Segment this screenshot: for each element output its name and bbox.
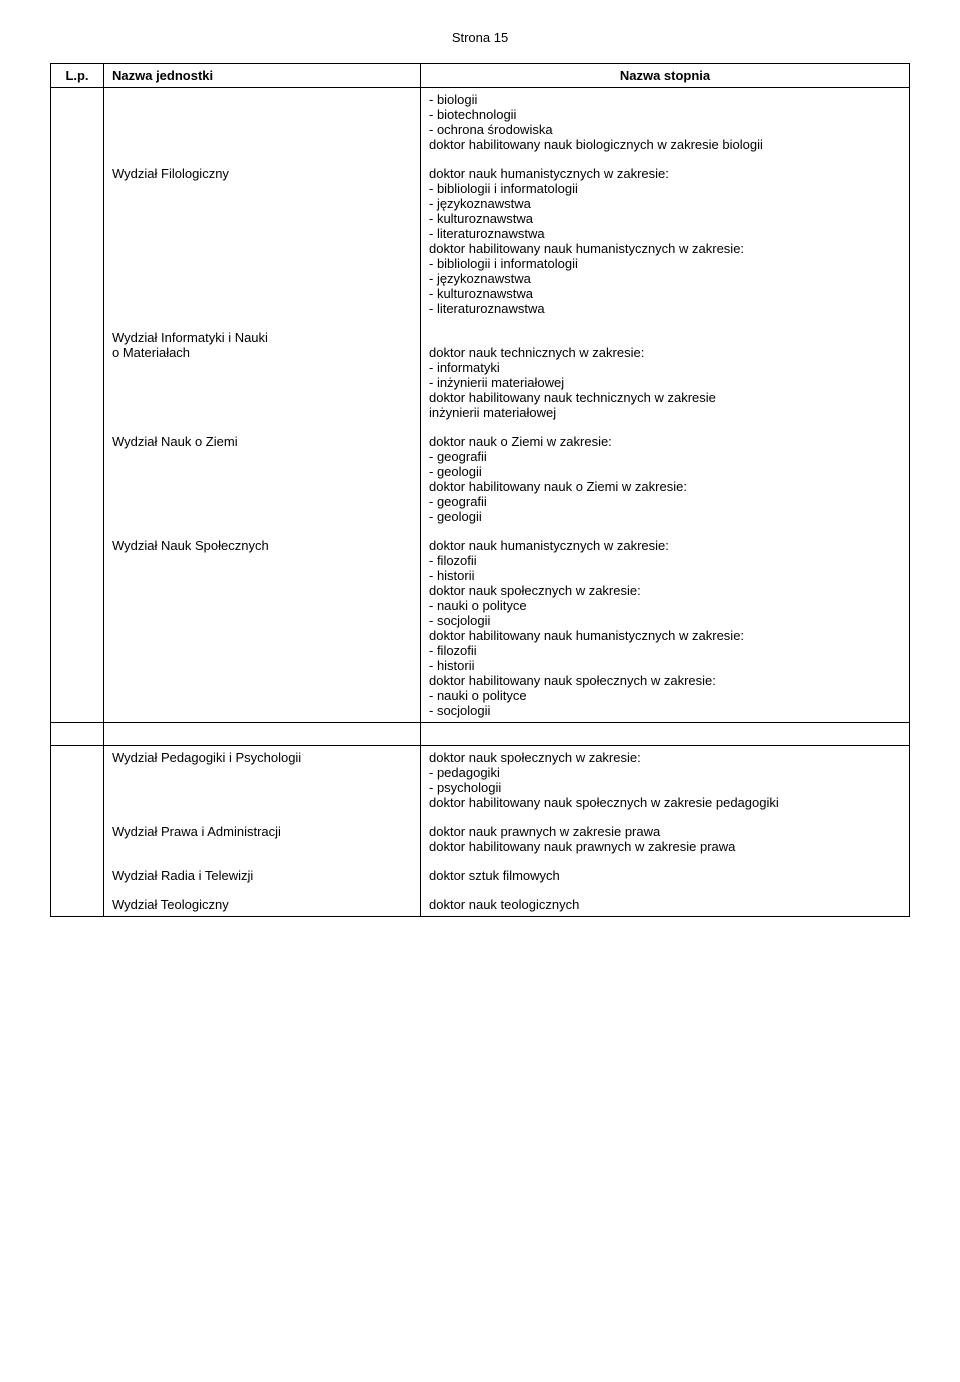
table-row: Wydział Pedagogiki i Psychologii Wydział… [51, 746, 910, 917]
degree-cell: - biologii- biotechnologii- ochrona środ… [421, 88, 910, 723]
gap-row [51, 723, 910, 746]
lp-cell [51, 746, 104, 917]
gap-cell-unit [104, 723, 421, 746]
table-body-gap [51, 723, 910, 746]
gap-cell-degree [421, 723, 910, 746]
table-header-row: L.p. Nazwa jednostki Nazwa stopnia [51, 64, 910, 88]
col-lp: L.p. [51, 64, 104, 88]
degree-cell: doktor nauk społecznych w zakresie:- ped… [421, 746, 910, 917]
col-unit: Nazwa jednostki [104, 64, 421, 88]
page: Strona 15 L.p. Nazwa jednostki Nazwa sto… [0, 0, 960, 967]
page-number-label: Strona 15 [50, 30, 910, 45]
unit-cell: Wydział Pedagogiki i Psychologii Wydział… [104, 746, 421, 917]
col-degree: Nazwa stopnia [421, 64, 910, 88]
gap-cell-lp [51, 723, 104, 746]
degrees-table: L.p. Nazwa jednostki Nazwa stopnia Wydzi… [50, 63, 910, 917]
lp-cell [51, 88, 104, 723]
table-body-group-1: Wydział Filologiczny Wydział Informatyki… [51, 88, 910, 723]
table-body-group-2: Wydział Pedagogiki i Psychologii Wydział… [51, 746, 910, 917]
unit-cell: Wydział Filologiczny Wydział Informatyki… [104, 88, 421, 723]
table-row: Wydział Filologiczny Wydział Informatyki… [51, 88, 910, 723]
